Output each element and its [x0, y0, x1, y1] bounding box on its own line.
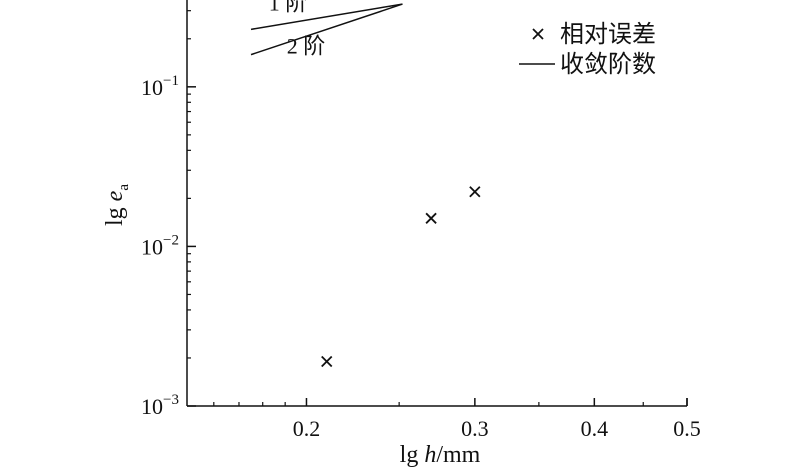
slope-line-order-1: [250, 3, 403, 31]
data-point-x-marker: [425, 212, 437, 224]
data-points: [321, 186, 481, 368]
legend-label-relative-error: 相对误差: [560, 21, 656, 48]
y-tick-label: 10−1: [141, 73, 179, 100]
ticks: [187, 10, 688, 407]
data-point-x-marker: [469, 186, 481, 198]
x-tick-label: 0.4: [581, 416, 609, 441]
legend-x-marker-icon: [532, 28, 544, 40]
slope-triangle: 1 阶 2 阶: [250, 0, 403, 58]
tick-labels: 0.2 0.3 0.4 0.5 10−1 10−2 10−3: [141, 73, 701, 441]
slope-label-order-1: 1 阶: [269, 0, 308, 16]
legend-item-convergence-order: 收敛阶数: [519, 51, 656, 78]
x-tick-label: 0.3: [461, 416, 489, 441]
y-tick-label: 10−3: [141, 392, 179, 419]
legend-item-relative-error: 相对误差: [532, 21, 656, 48]
x-axis-label: lg h/mm: [400, 442, 481, 468]
slope-line-order-2: [250, 3, 403, 56]
legend-label-convergence-order: 收敛阶数: [560, 51, 656, 78]
data-point-x-marker: [321, 355, 333, 368]
x-tick-label: 0.5: [673, 416, 701, 441]
y-axis-label: lg ea: [102, 184, 132, 226]
slope-label-order-2: 2 阶: [287, 33, 326, 58]
legend: 相对误差 收敛阶数: [519, 21, 656, 78]
x-tick-label: 0.2: [293, 416, 321, 441]
y-tick-label: 10−2: [141, 232, 179, 259]
